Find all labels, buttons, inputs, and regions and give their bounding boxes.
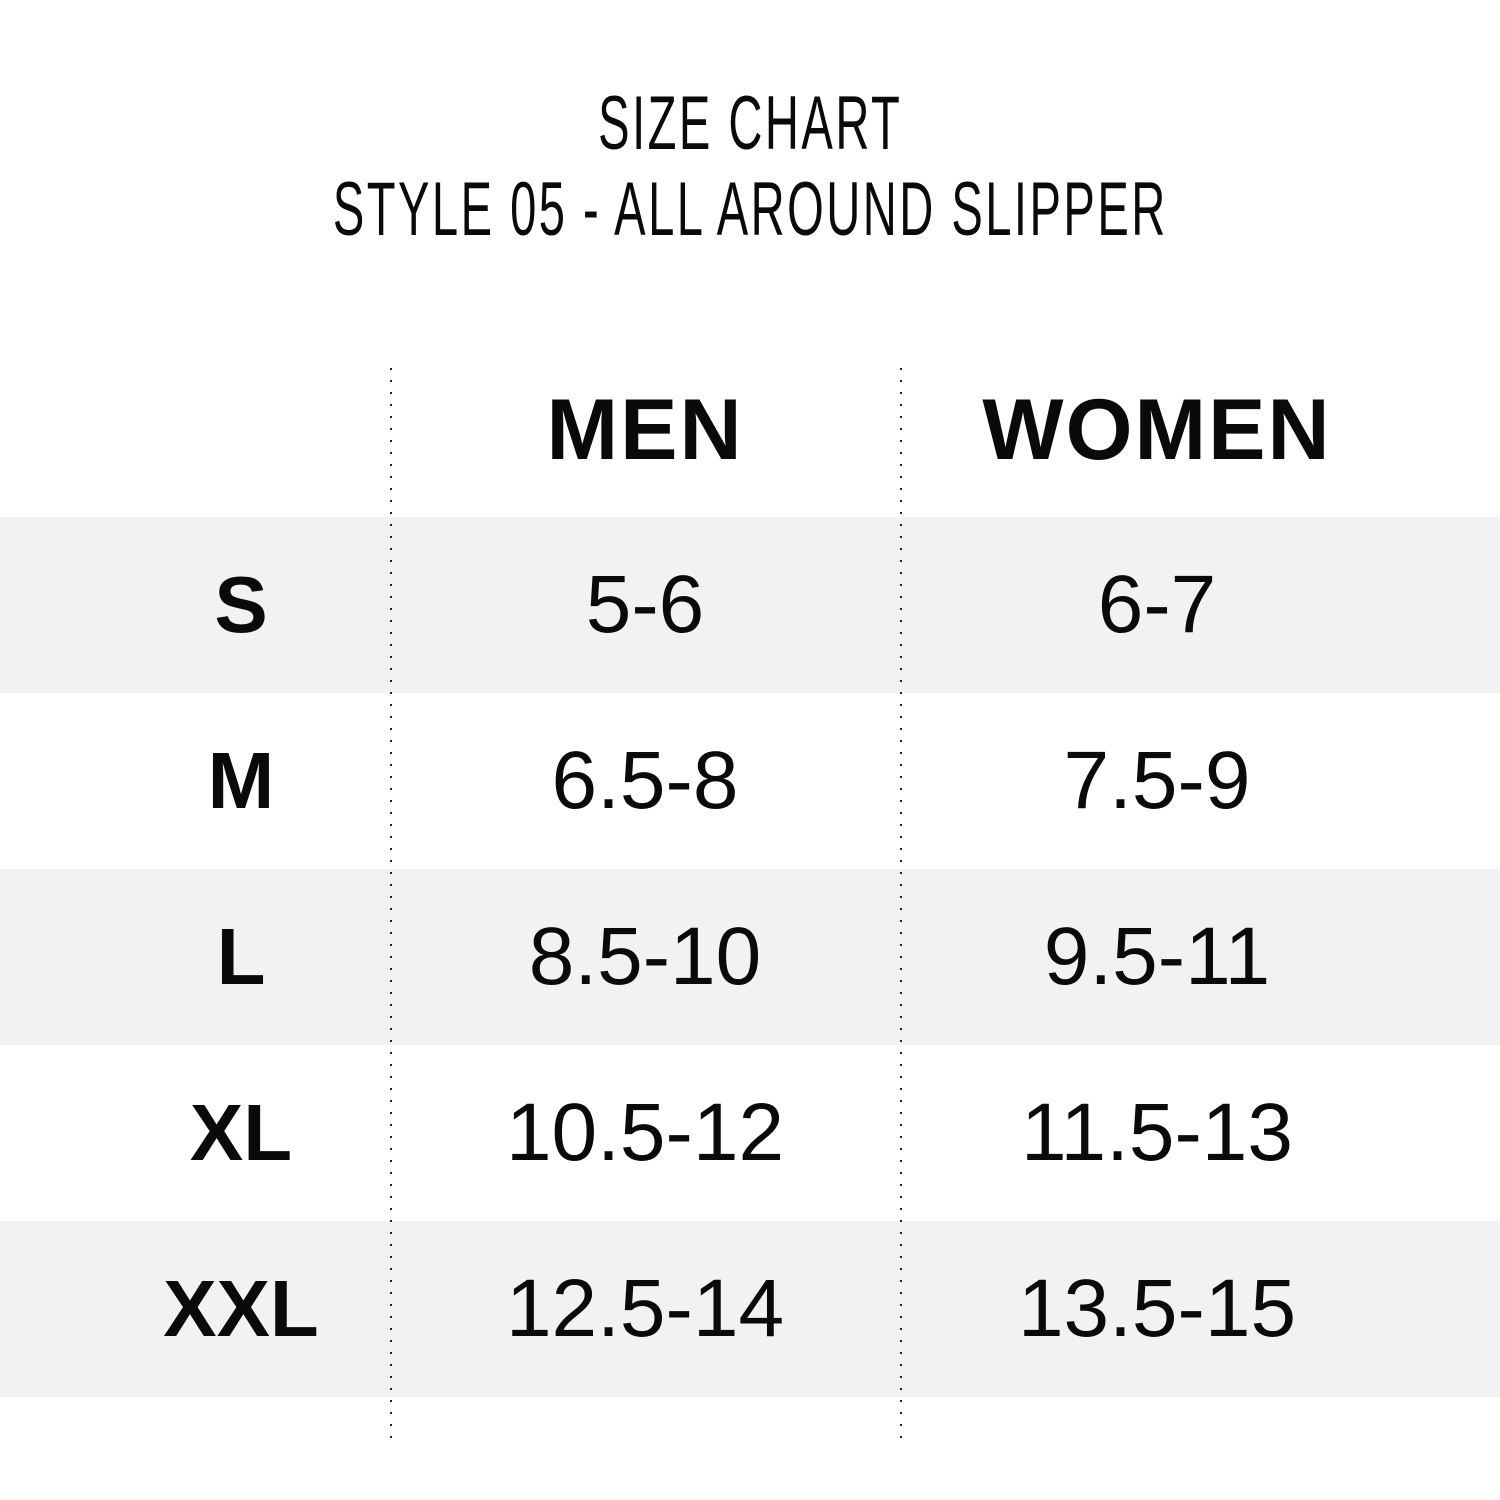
men-size: 8.5-10 [528, 911, 762, 1002]
table-row: S 5-6 6-7 [0, 517, 1500, 693]
title-line-2: STYLE 05 - ALL AROUND SLIPPER [0, 172, 1500, 248]
title-text: SIZE CHART [597, 81, 903, 166]
header-men: MEN [546, 382, 744, 478]
table-row: XXL 12.5-14 13.5-15 [0, 1221, 1500, 1397]
women-size: 7.5-9 [1063, 735, 1251, 826]
women-size: 9.5-11 [1043, 911, 1271, 1002]
size-label: L [216, 912, 266, 1001]
column-divider [900, 368, 902, 1442]
table-row: XL 10.5-12 11.5-13 [0, 1045, 1500, 1221]
women-size: 6-7 [1097, 559, 1217, 650]
men-size: 5-6 [585, 559, 705, 650]
header-women: WOMEN [982, 382, 1332, 478]
size-label: S [214, 560, 268, 649]
title-line-1: SIZE CHART [0, 86, 1500, 162]
subtitle-text: STYLE 05 - ALL AROUND SLIPPER [332, 167, 1168, 252]
men-size: 12.5-14 [505, 1263, 785, 1354]
table-row: L 8.5-10 9.5-11 [0, 869, 1500, 1045]
table-row: M 6.5-8 7.5-9 [0, 693, 1500, 869]
column-divider [390, 368, 392, 1442]
men-size: 10.5-12 [505, 1087, 785, 1178]
women-size: 13.5-15 [1017, 1263, 1297, 1354]
size-label: XL [189, 1088, 293, 1177]
size-label: M [207, 736, 275, 825]
size-label: XXL [163, 1264, 319, 1353]
women-size: 11.5-13 [1020, 1087, 1294, 1178]
men-size: 6.5-8 [551, 735, 739, 826]
